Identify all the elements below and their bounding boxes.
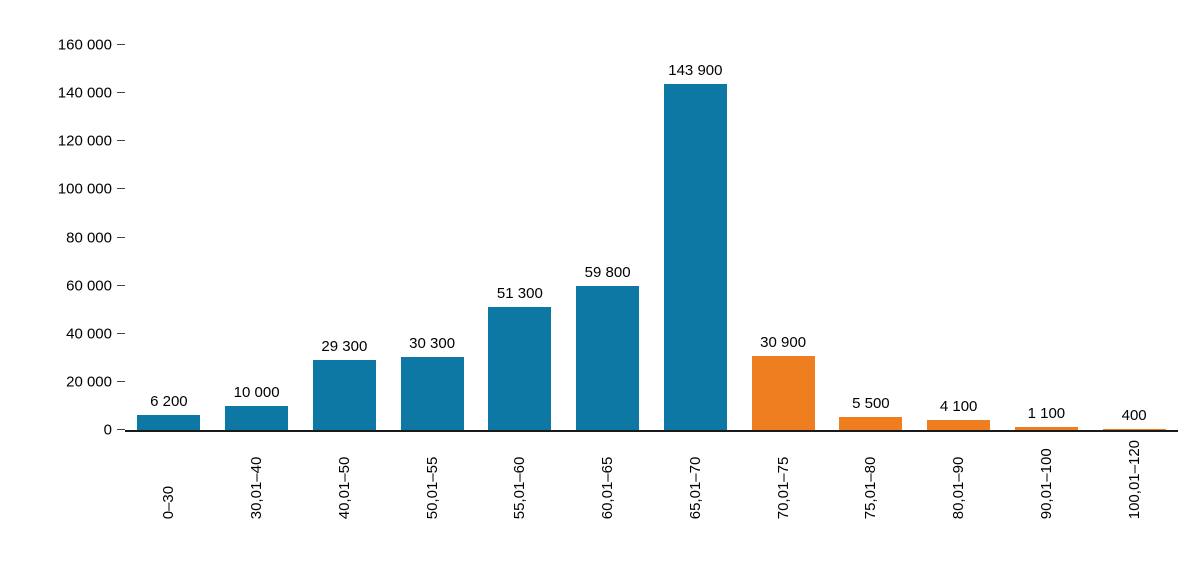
x-axis-tick: 0–30	[125, 440, 213, 519]
bar	[839, 416, 903, 430]
bar-group: 59 800	[564, 45, 652, 430]
bar	[576, 286, 640, 430]
x-axis-tick-label: 0–30	[160, 485, 178, 520]
x-axis-tick-label: 55,01–60	[511, 456, 529, 520]
bar-group: 400	[1090, 45, 1178, 430]
y-axis-tick-mark	[117, 380, 125, 382]
x-axis-tick-label: 60,01–65	[599, 456, 617, 520]
bar-value-label: 59 800	[584, 264, 631, 282]
bar-group: 4 100	[915, 45, 1003, 430]
bar	[312, 359, 376, 430]
y-axis-tick-label: 140 000	[57, 84, 112, 102]
x-axis-tick-label: 30,01–40	[248, 456, 266, 520]
x-axis-tick: 80,01–90	[915, 440, 1003, 520]
y-axis-tick-label: 100 000	[57, 180, 112, 198]
bar-value-label: 29 300	[321, 337, 368, 355]
bar-value-label: 143 900	[668, 61, 723, 79]
y-axis-tick-mark	[117, 284, 125, 286]
y-axis-tick-label: 20 000	[66, 373, 112, 391]
y-axis-tick-mark	[117, 429, 125, 430]
x-axis-tick-label: 40,01–50	[335, 456, 353, 520]
bar-value-label: 5 500	[852, 394, 890, 412]
x-axis-tick: 60,01–65	[564, 440, 652, 520]
bars: 6 200 10 000 29 300 30 300 51 300 59 800 143 9…	[125, 45, 1178, 430]
bar-group: 29 300	[301, 45, 389, 430]
bar-group: 5 500	[827, 45, 915, 430]
plot-area: 6 200 10 000 29 300 30 300 51 300 59 800 143 9…	[58, 38, 1178, 438]
bar-group: 1 100	[1003, 45, 1091, 430]
x-axis-tick-label: 50,01–55	[423, 456, 441, 520]
y-axis-tick-label: 80 000	[66, 229, 112, 246]
bar-value-label: 400	[1121, 407, 1147, 424]
bar-value-label: 4 100	[939, 398, 978, 416]
y-axis-tick-mark	[117, 92, 125, 94]
y-axis-tick-label: 40 000	[66, 325, 112, 343]
x-axis-tick-label: 65,01–70	[686, 456, 704, 520]
bar	[1014, 427, 1078, 430]
bar-value-label: 10 000	[233, 383, 280, 401]
x-axis-tick-label: 75,01–80	[862, 456, 880, 520]
x-axis-tick: 100,01–120	[1090, 440, 1178, 519]
bar-group: 6 200	[125, 45, 213, 430]
y-axis-tick-mark	[117, 236, 125, 238]
bar	[1102, 429, 1166, 430]
x-axis-tick-label: 100,01–120	[1125, 440, 1143, 520]
x-axis-tick-label: 70,01–75	[774, 456, 792, 520]
bar-value-label: 51 300	[496, 284, 543, 302]
bar-group: 143 900	[652, 45, 740, 430]
y-axis-tick-label: 160 000	[57, 36, 112, 54]
bar	[400, 357, 464, 430]
bar-group: 51 300	[476, 45, 564, 430]
y-axis-tick-mark	[117, 44, 125, 45]
bar	[488, 306, 552, 430]
x-axis-tick: 55,01–60	[476, 440, 564, 520]
bar-group: 30 300	[388, 45, 476, 430]
bar	[751, 355, 815, 430]
x-axis-tick: 75,01–80	[827, 440, 915, 520]
y-axis-tick-label: 60 000	[66, 277, 112, 295]
x-axis-tick: 40,01–50	[301, 440, 389, 520]
bar-value-label: 30 900	[760, 333, 807, 351]
x-axis-tick-label: 90,01–100	[1037, 448, 1055, 520]
bar-value-label: 1 100	[1027, 405, 1066, 423]
bar-group: 10 000	[213, 45, 301, 430]
y-axis-tick-mark	[117, 332, 125, 334]
bar-group: 30 900	[739, 45, 827, 430]
x-axis-tick: 50,01–55	[388, 440, 476, 520]
y-axis-tick-label: 120 000	[57, 132, 112, 150]
bar	[225, 405, 289, 430]
bar-value-label: 30 300	[409, 335, 456, 353]
x-axis-tick: 30,01–40	[213, 440, 301, 520]
y-axis-tick-label: 0	[103, 421, 112, 439]
x-axis-tick: 90,01–100	[1003, 440, 1091, 519]
bar-value-label: 6 200	[150, 393, 188, 411]
y-axis-tick-mark	[117, 140, 125, 142]
x-axis-tick-label: 80,01–90	[950, 456, 968, 520]
bar	[663, 83, 727, 430]
y-axis-tick-mark	[117, 188, 125, 190]
bar	[137, 415, 201, 430]
x-axis-tick: 70,01–75	[739, 440, 827, 520]
x-axis-tick: 65,01–70	[652, 440, 740, 520]
bar	[927, 420, 991, 430]
x-axis-labels: 0–30 30,01–40 40,01–50 50,01–55 55,01–60 60,0…	[125, 440, 1178, 519]
